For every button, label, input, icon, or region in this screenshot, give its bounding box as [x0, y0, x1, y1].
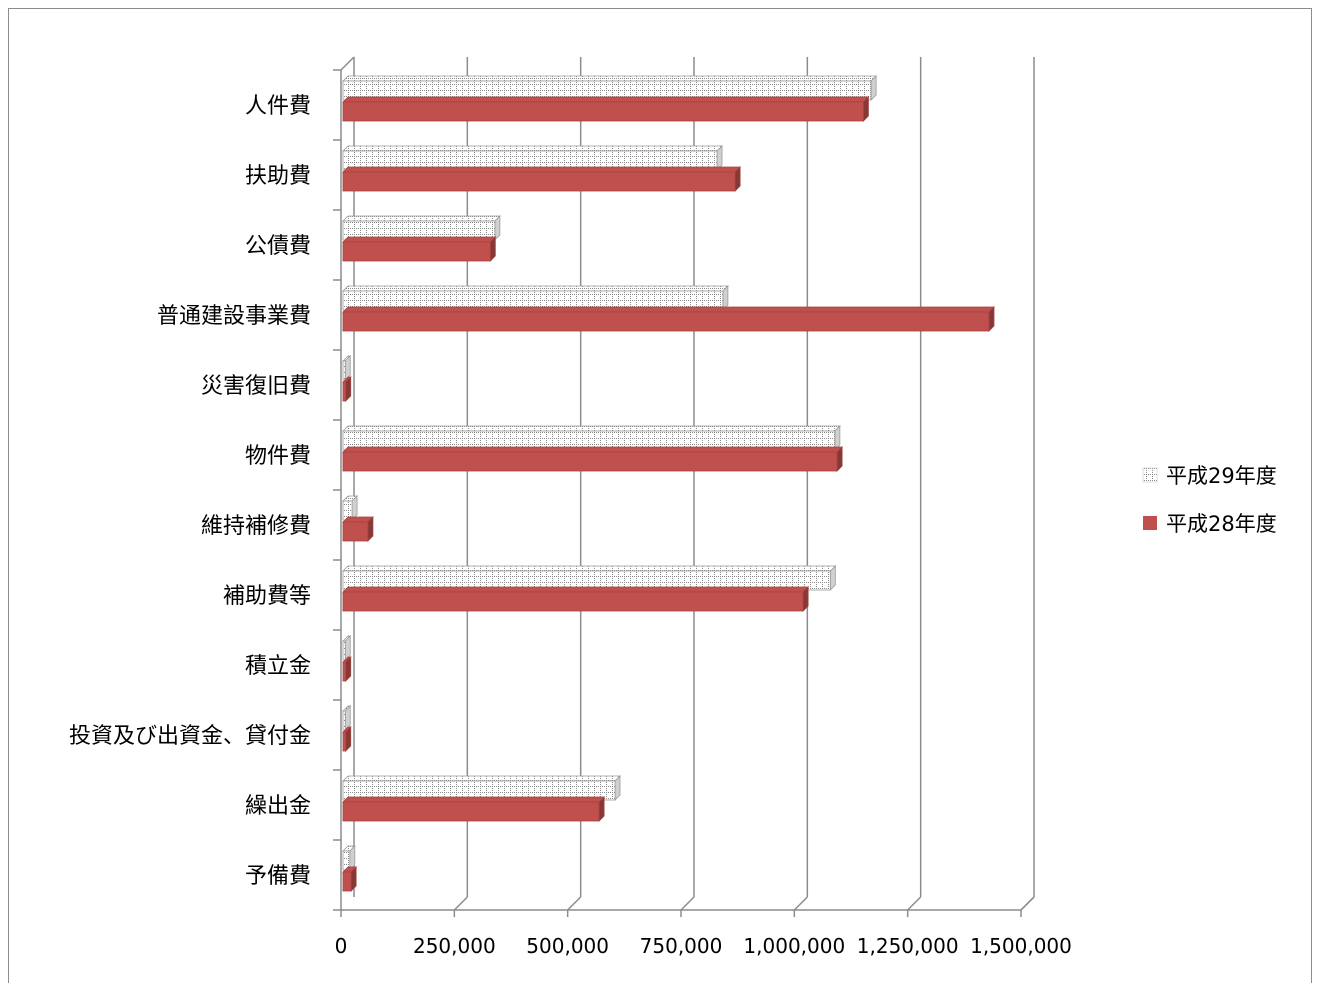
- bar-series-2-front: [342, 591, 804, 612]
- bar-series-1: [342, 705, 352, 731]
- category-label: 投資及び出資金、貸付金: [69, 724, 311, 749]
- bar-series-2-front: [342, 521, 369, 542]
- x-tick-label: 1,000,000: [743, 934, 845, 958]
- bar-series-2-top: [342, 96, 870, 103]
- bar-series-1-top: [342, 75, 878, 82]
- legend-label: 平成29年度: [1166, 464, 1277, 488]
- category-label: 積立金: [245, 654, 311, 679]
- bar-series-1: [342, 285, 729, 311]
- bar-series-1: [342, 565, 837, 591]
- bar-series-1-top: [342, 425, 841, 432]
- bar-series-2: [342, 656, 352, 682]
- bar-series-2-front: [342, 451, 838, 472]
- bar-series-1: [342, 845, 356, 871]
- axis-depth-top: [340, 56, 355, 71]
- bar-series-2: [342, 376, 352, 402]
- bar-series-2-front: [342, 311, 990, 332]
- bar-series-2-top: [342, 586, 810, 593]
- category-label: 補助費等: [223, 584, 311, 609]
- bar-series-1: [342, 215, 501, 241]
- bar-series-2-front: [342, 731, 347, 752]
- x-tick-label: 1,250,000: [857, 934, 959, 958]
- bar-series-2-top: [342, 306, 995, 313]
- gridline-floor: [680, 896, 695, 911]
- bar-series-2-front: [342, 801, 600, 822]
- legend-label: 平成28年度: [1166, 512, 1277, 536]
- category-label: 災害復旧費: [201, 374, 311, 399]
- bar-series-2: [342, 866, 358, 892]
- legend-item: 平成29年度: [1142, 464, 1277, 488]
- category-label: 物件費: [245, 444, 311, 469]
- gridline-floor: [1020, 896, 1035, 911]
- bar-series-2: [342, 236, 497, 262]
- x-tick-label: 500,000: [526, 934, 609, 958]
- category-label: 維持補修費: [201, 514, 311, 539]
- category-label: 予備費: [245, 864, 311, 889]
- bar-series-2: [342, 586, 810, 612]
- x-tick-label: 750,000: [640, 934, 723, 958]
- bar-series-1-top: [342, 775, 621, 782]
- bar-series-1: [342, 635, 352, 661]
- bar-series-1: [342, 775, 621, 801]
- bar-series-2-top: [342, 446, 844, 453]
- legend-swatch: [1143, 516, 1157, 530]
- legend-swatch: [1142, 467, 1158, 483]
- bar-series-2: [342, 306, 995, 332]
- gridline-floor: [907, 896, 922, 911]
- bar-series-2: [342, 96, 870, 122]
- bar-series-2-front: [342, 871, 352, 892]
- category-label: 普通建設事業費: [157, 304, 311, 329]
- bar-series-1-top: [342, 285, 729, 292]
- bar-series-2-top: [342, 796, 606, 803]
- bar-series-2-front: [342, 381, 347, 402]
- bar-series-1: [342, 495, 359, 521]
- bar-series-1-top: [342, 215, 501, 222]
- gridline-floor: [567, 896, 582, 911]
- bar-series-1: [342, 425, 841, 451]
- gridline-floor: [453, 896, 468, 911]
- bar-series-2: [342, 726, 352, 752]
- bar-series-2-top: [342, 166, 742, 173]
- bar-series-2-front: [342, 171, 736, 192]
- bar-series-2: [342, 166, 742, 192]
- bar-series-1: [342, 355, 352, 381]
- x-tick-label: 250,000: [413, 934, 496, 958]
- x-tick-label: 0: [335, 934, 348, 958]
- bar-series-2-front: [342, 241, 491, 262]
- bar-series-1-front: [342, 710, 346, 731]
- bar-series-1-top: [342, 145, 723, 152]
- category-label: 人件費: [245, 94, 311, 119]
- bar-series-1-front: [342, 640, 346, 661]
- category-label: 扶助費: [245, 164, 311, 189]
- bar-series-2-front: [342, 661, 347, 682]
- bar-series-1-top: [342, 565, 837, 572]
- bar-series-2-top: [342, 236, 497, 243]
- bar-series-2-front: [342, 101, 864, 122]
- bar-series-1-front: [342, 360, 346, 381]
- legend-item: 平成28年度: [1143, 512, 1277, 536]
- bar-series-2: [342, 516, 374, 542]
- category-label: 公債費: [245, 234, 311, 259]
- bar-series-2: [342, 796, 606, 822]
- bar-series-1: [342, 145, 723, 171]
- bar-series-2: [342, 446, 844, 472]
- gridline-floor: [793, 896, 808, 911]
- bar-series-1: [342, 75, 878, 101]
- category-label: 繰出金: [245, 794, 311, 819]
- x-tick-label: 1,500,000: [970, 934, 1072, 958]
